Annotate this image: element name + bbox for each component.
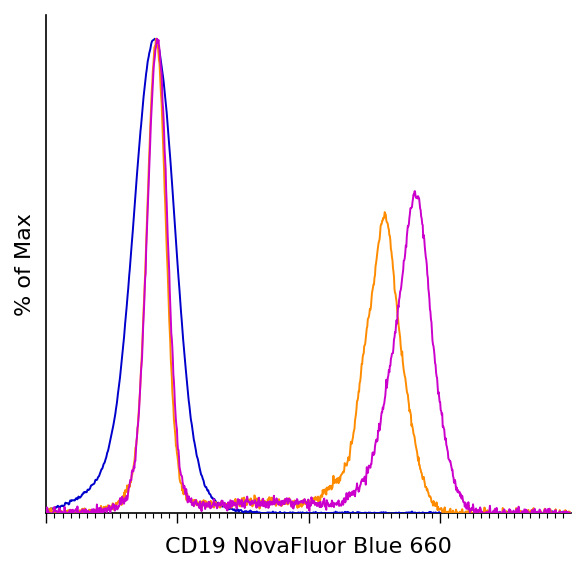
Y-axis label: % of Max: % of Max — [15, 213, 35, 316]
X-axis label: CD19 NovaFluor Blue 660: CD19 NovaFluor Blue 660 — [165, 537, 452, 557]
